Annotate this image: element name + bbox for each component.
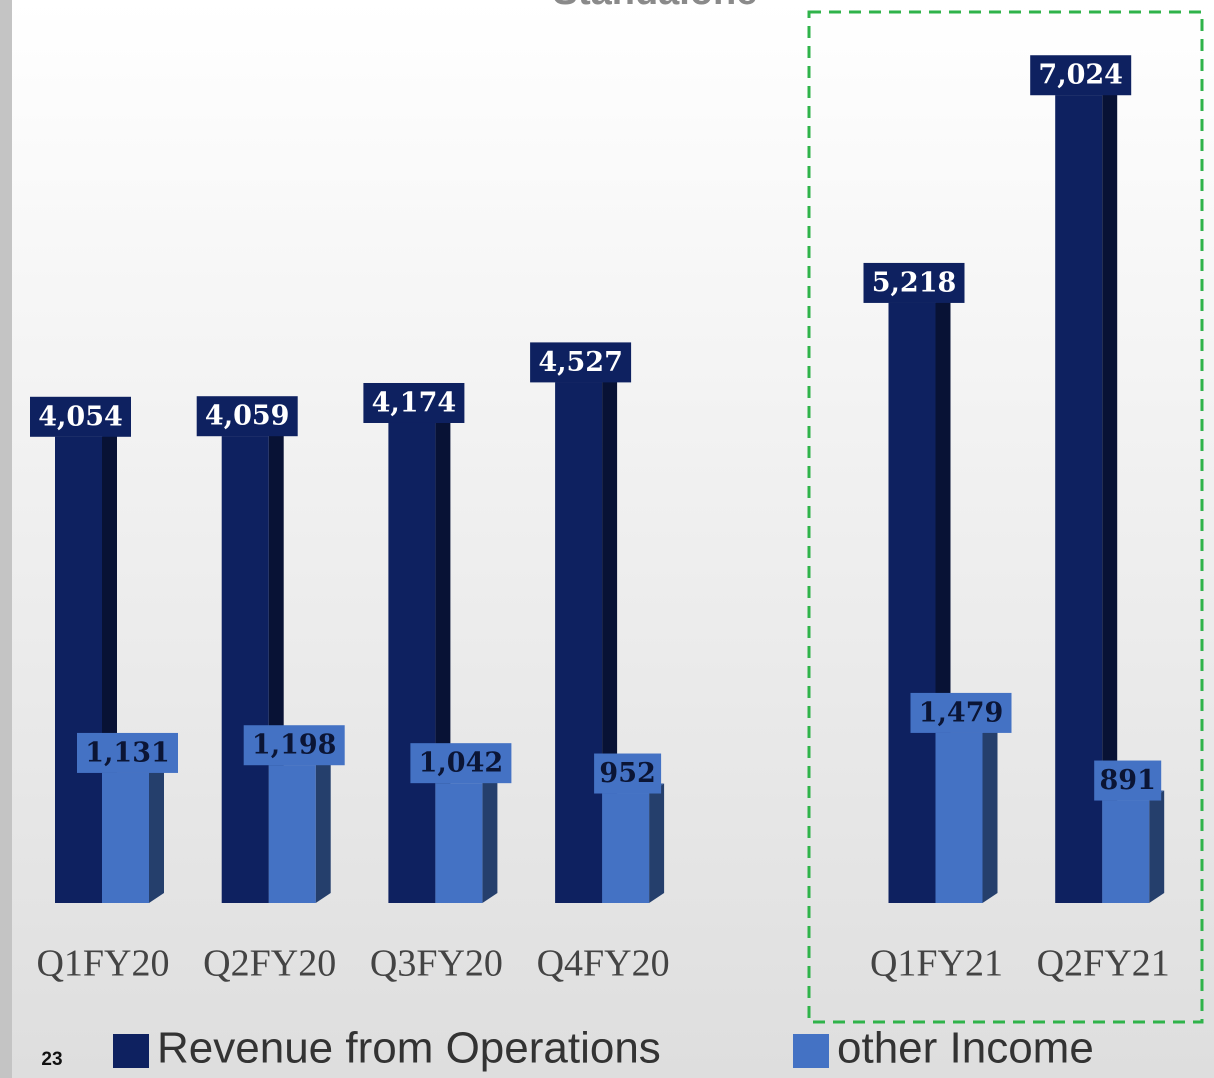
bar-side xyxy=(649,783,665,903)
value-label: 7,024 xyxy=(1038,60,1123,91)
bar-side xyxy=(482,773,498,903)
bar xyxy=(55,436,102,903)
bar-side xyxy=(315,755,331,903)
value-label: 1,131 xyxy=(85,737,170,768)
value-label-box xyxy=(410,743,512,784)
page-number: 23 xyxy=(41,1049,62,1070)
value-label: 5,218 xyxy=(872,267,957,298)
bar xyxy=(388,422,436,903)
chart-title: Standalone xyxy=(553,0,758,13)
value-label: 4,059 xyxy=(205,401,290,432)
bar xyxy=(221,436,269,903)
value-label: 4,054 xyxy=(38,401,123,432)
bar xyxy=(268,765,316,903)
value-label-box xyxy=(1094,760,1162,801)
bar-side xyxy=(1149,790,1165,903)
legend-label: Revenue from Operations xyxy=(157,1024,661,1073)
x-tick-label: Q1FY21 xyxy=(870,943,1003,985)
value-label-box xyxy=(196,396,298,437)
side-stripe xyxy=(0,0,12,1078)
bar xyxy=(888,302,936,903)
bar xyxy=(435,783,483,903)
value-label: 891 xyxy=(1100,765,1156,796)
value-label: 952 xyxy=(599,758,655,789)
x-tick-label: Q4FY20 xyxy=(537,943,670,985)
value-label-box xyxy=(77,732,178,773)
value-label-box xyxy=(1030,55,1132,96)
value-label-box xyxy=(594,753,662,794)
bar xyxy=(602,793,650,903)
value-label: 1,198 xyxy=(252,730,337,761)
value-label: 1,479 xyxy=(919,697,1004,728)
value-label-box xyxy=(863,262,965,303)
x-tick-label: Q3FY20 xyxy=(370,943,503,985)
bar-side xyxy=(1102,85,1118,904)
highlight-box xyxy=(807,10,1204,1024)
value-label-box xyxy=(243,725,345,766)
x-tick-label: Q2FY20 xyxy=(203,943,336,985)
bar xyxy=(935,732,983,903)
legend-swatch xyxy=(113,1034,149,1068)
x-tick-label: Q1FY20 xyxy=(36,943,169,985)
x-tick-label: Q2FY21 xyxy=(1037,943,1170,985)
legend-swatch xyxy=(793,1034,829,1068)
value-label-box xyxy=(30,396,131,437)
bar xyxy=(555,382,603,903)
value-label: 1,042 xyxy=(419,748,504,779)
legend-label: other Income xyxy=(837,1024,1094,1073)
bar xyxy=(102,772,149,903)
value-label-box xyxy=(530,342,632,383)
value-label-box xyxy=(910,692,1012,733)
bar-side xyxy=(149,762,164,903)
value-label: 4,174 xyxy=(372,387,457,418)
bar-side xyxy=(982,722,998,903)
value-label-box xyxy=(363,382,465,423)
value-label: 4,527 xyxy=(538,347,623,378)
bar xyxy=(1102,800,1150,903)
